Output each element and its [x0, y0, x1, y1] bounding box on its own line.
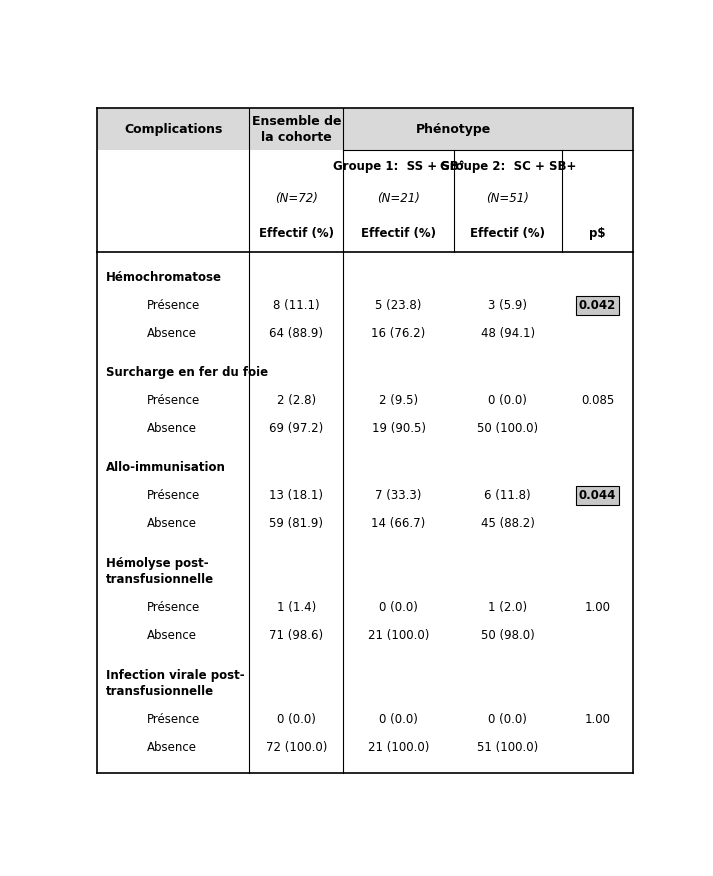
Text: 13 (18.1): 13 (18.1) [270, 489, 323, 502]
Text: Absence: Absence [147, 629, 198, 642]
Text: 48 (94.1): 48 (94.1) [481, 327, 535, 340]
Text: Effectif (%): Effectif (%) [361, 227, 436, 240]
Text: 64 (88.9): 64 (88.9) [270, 327, 323, 340]
Text: 1.00: 1.00 [585, 601, 610, 614]
Text: 14 (66.7): 14 (66.7) [371, 517, 426, 530]
Text: 5 (23.8): 5 (23.8) [375, 299, 422, 312]
Text: Présence: Présence [147, 601, 200, 614]
Text: 0 (0.0): 0 (0.0) [277, 713, 316, 726]
Text: 71 (98.6): 71 (98.6) [270, 629, 324, 642]
Bar [98, 109, 633, 151]
Text: 72 (100.0): 72 (100.0) [266, 741, 327, 754]
Text: 1 (1.4): 1 (1.4) [277, 601, 316, 614]
Text: Absence: Absence [147, 741, 198, 754]
Text: Absence: Absence [147, 422, 198, 435]
Text: Allo-immunisation: Allo-immunisation [106, 462, 225, 474]
Text: 2 (9.5): 2 (9.5) [379, 394, 418, 407]
Text: Absence: Absence [147, 517, 198, 530]
Text: 7 (33.3): 7 (33.3) [375, 489, 422, 502]
Text: (N=72): (N=72) [275, 193, 318, 205]
Text: Ensemble de
la cohorte: Ensemble de la cohorte [252, 115, 341, 144]
Text: 0.042: 0.042 [579, 299, 616, 312]
Text: 16 (76.2): 16 (76.2) [371, 327, 426, 340]
Text: 8 (11.1): 8 (11.1) [273, 299, 319, 312]
Text: 0 (0.0): 0 (0.0) [379, 713, 418, 726]
Text: 59 (81.9): 59 (81.9) [270, 517, 323, 530]
Text: Présence: Présence [147, 394, 200, 407]
Text: Présence: Présence [147, 489, 200, 502]
Text: 0 (0.0): 0 (0.0) [488, 713, 527, 726]
Text: (N=51): (N=51) [486, 193, 529, 205]
Text: 21 (100.0): 21 (100.0) [368, 629, 429, 642]
Text: Hémochromatose: Hémochromatose [106, 271, 222, 284]
Text: 6 (11.8): 6 (11.8) [484, 489, 531, 502]
Text: 51 (100.0): 51 (100.0) [477, 741, 538, 754]
Text: 21 (100.0): 21 (100.0) [368, 741, 429, 754]
Text: Absence: Absence [147, 327, 198, 340]
Text: 69 (97.2): 69 (97.2) [270, 422, 324, 435]
Text: Surcharge en fer du foie: Surcharge en fer du foie [106, 366, 268, 379]
Text: 50 (100.0): 50 (100.0) [477, 422, 538, 435]
Text: Groupe 2:  SC + SB+: Groupe 2: SC + SB+ [439, 160, 576, 173]
Text: Phénotype: Phénotype [416, 123, 491, 136]
Text: 3 (5.9): 3 (5.9) [488, 299, 527, 312]
Text: Complications: Complications [124, 123, 222, 136]
Text: 0 (0.0): 0 (0.0) [488, 394, 527, 407]
Text: 2 (2.8): 2 (2.8) [277, 394, 316, 407]
Text: 0.044: 0.044 [579, 489, 616, 502]
Text: 1 (2.0): 1 (2.0) [488, 601, 527, 614]
Text: Hémolyse post-
transfusionnelle: Hémolyse post- transfusionnelle [106, 557, 214, 585]
Text: Effectif (%): Effectif (%) [470, 227, 545, 240]
Text: 1.00: 1.00 [585, 713, 610, 726]
Text: 0 (0.0): 0 (0.0) [379, 601, 418, 614]
Text: (N=21): (N=21) [377, 193, 420, 205]
Text: Présence: Présence [147, 299, 200, 312]
Text: Infection virale post-
transfusionnelle: Infection virale post- transfusionnelle [106, 669, 245, 697]
Text: 0.085: 0.085 [581, 394, 614, 407]
Text: Présence: Présence [147, 713, 200, 726]
Text: 45 (88.2): 45 (88.2) [481, 517, 535, 530]
Text: Effectif (%): Effectif (%) [259, 227, 334, 240]
Text: Groupe 1:  SS + SB°: Groupe 1: SS + SB° [333, 160, 464, 173]
Text: 50 (98.0): 50 (98.0) [481, 629, 535, 642]
Text: p$: p$ [589, 227, 606, 240]
Text: 19 (90.5): 19 (90.5) [371, 422, 426, 435]
